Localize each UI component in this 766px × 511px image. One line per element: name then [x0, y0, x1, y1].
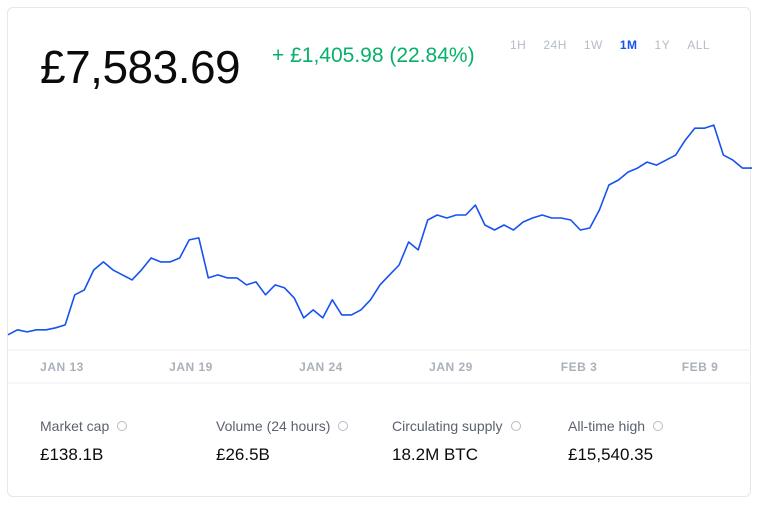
range-button[interactable]: 1Y — [654, 38, 671, 52]
stat-label: Volume (24 hours) — [216, 418, 349, 434]
range-button[interactable]: ALL — [687, 38, 711, 52]
stat: Volume (24 hours) £26.5B — [216, 418, 349, 465]
info-icon[interactable] — [338, 421, 349, 431]
price-line — [7, 124, 752, 336]
range-button[interactable]: 1W — [583, 38, 603, 52]
range-button[interactable]: 1M — [619, 38, 638, 52]
range-button[interactable]: 1H — [510, 38, 527, 52]
x-tick-label: JAN 13 — [40, 360, 84, 374]
stat: Market cap £138.1B — [40, 418, 128, 465]
info-icon[interactable] — [117, 421, 128, 431]
stat-label: Market cap — [40, 418, 128, 434]
range-selector: 1H 24H 1W 1M 1Y ALL — [510, 38, 727, 52]
card — [7, 7, 751, 497]
info-icon[interactable] — [653, 421, 664, 431]
stat-label-text: Circulating supply — [392, 418, 503, 434]
x-tick-label: JAN 24 — [299, 360, 343, 374]
x-tick-label: FEB 9 — [682, 360, 719, 374]
stat-label: Circulating supply — [392, 418, 521, 434]
stat: Circulating supply 18.2M BTC — [392, 418, 521, 465]
price: £7,583.69 — [40, 41, 241, 93]
stat-label-text: Volume (24 hours) — [216, 418, 331, 434]
info-icon[interactable] — [510, 421, 521, 431]
stat-label-text: Market cap — [40, 418, 110, 434]
range-button[interactable]: 24H — [543, 38, 567, 52]
x-tick-label: JAN 29 — [429, 360, 473, 374]
stat-value: £138.1B — [40, 445, 104, 464]
x-tick-label: JAN 19 — [169, 360, 213, 374]
stat-value: £26.5B — [216, 445, 270, 464]
stat-value: 18.2M BTC — [392, 445, 478, 464]
x-tick-label: FEB 3 — [561, 360, 598, 374]
price-change: + £1,405.98 (22.84%) — [272, 44, 475, 67]
stat-value: £15,540.35 — [568, 445, 654, 464]
stat-label-text: All-time high — [568, 418, 646, 434]
stat-label: All-time high — [568, 418, 664, 434]
stat: All-time high £15,540.35 — [568, 418, 664, 465]
